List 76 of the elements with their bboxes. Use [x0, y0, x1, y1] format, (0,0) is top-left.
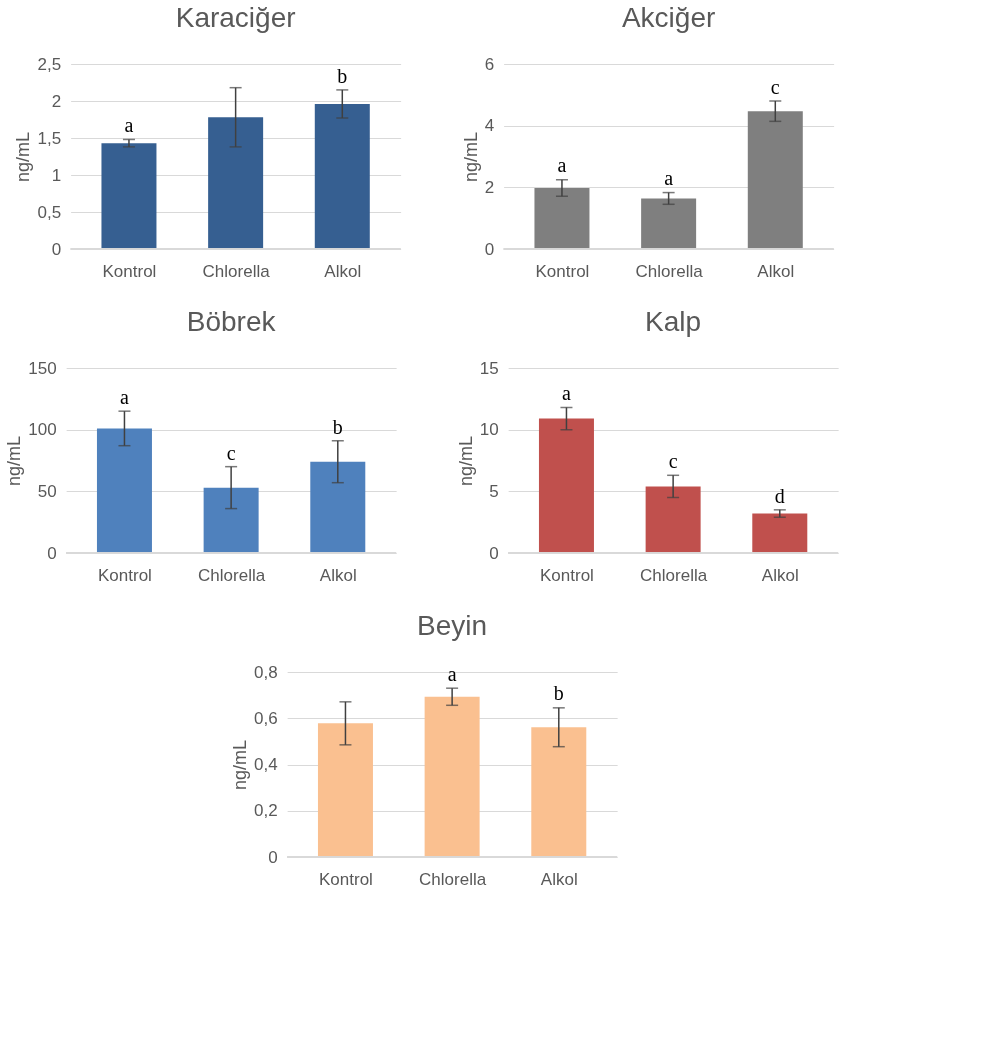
- annotation: c: [226, 441, 236, 464]
- y-tick-label: 100: [28, 420, 57, 440]
- x-tick-label: Alkol: [324, 261, 362, 281]
- y-tick-label: 0: [484, 239, 495, 259]
- chart-title: Kalp: [645, 306, 702, 337]
- x-tick-label: Alkol: [761, 565, 799, 585]
- x-tick-label: Kontrol: [319, 869, 373, 889]
- bar: [203, 487, 259, 553]
- x-tick-label: Chlorella: [635, 261, 704, 281]
- y-tick-label: 0,2: [253, 801, 278, 821]
- bar: [101, 143, 157, 249]
- annotation: a: [562, 382, 572, 405]
- x-tick-label: Alkol: [319, 565, 357, 585]
- x-tick-label: Chlorella: [419, 869, 487, 889]
- annotation: a: [124, 114, 134, 137]
- y-tick-label: 0: [51, 239, 62, 259]
- y-tick-label: 10: [479, 420, 499, 440]
- y-tick-label: 1: [51, 165, 62, 185]
- y-tick-label: 0,4: [253, 755, 278, 774]
- annotation: d: [774, 484, 785, 507]
- bar: [534, 187, 590, 249]
- bar: [645, 486, 701, 553]
- x-tick-label: Alkol: [757, 261, 795, 281]
- y-axis-title: ng/mL: [13, 131, 34, 183]
- annotation: b: [553, 682, 564, 705]
- y-tick-label: 2: [484, 177, 495, 197]
- bar: [641, 198, 697, 249]
- x-tick-label: Chlorella: [198, 565, 266, 585]
- y-tick-label: 2: [51, 91, 62, 111]
- x-tick-label: Kontrol: [540, 565, 594, 585]
- y-axis-title: ng/mL: [4, 435, 25, 487]
- chart-title: Böbrek: [186, 306, 277, 337]
- chart-title: Karaciğer: [175, 2, 296, 33]
- y-tick-label: 4: [484, 116, 495, 136]
- y-tick-label: 6: [484, 54, 495, 74]
- y-tick-label: 2,5: [37, 54, 62, 74]
- bar: [317, 723, 373, 857]
- bar: [538, 418, 594, 553]
- chart-title: Beyin: [417, 610, 488, 641]
- y-tick-label: 0: [489, 543, 499, 563]
- annotation: a: [664, 167, 674, 190]
- x-tick-label: Chlorella: [640, 565, 708, 585]
- y-axis-title: ng/mL: [455, 435, 476, 487]
- x-tick-label: Kontrol: [535, 261, 590, 281]
- bar: [96, 428, 152, 553]
- bar: [424, 696, 480, 857]
- bar: [314, 103, 370, 249]
- y-tick-label: 0,6: [253, 708, 278, 728]
- bar: [310, 461, 366, 553]
- x-tick-label: Alkol: [540, 869, 578, 889]
- bar: [531, 727, 587, 857]
- x-tick-label: Kontrol: [102, 261, 157, 281]
- annotation: c: [668, 450, 678, 473]
- y-tick-label: 150: [28, 358, 57, 378]
- annotation: b: [332, 415, 343, 438]
- annotation: b: [337, 64, 348, 87]
- x-tick-label: Chlorella: [202, 261, 271, 281]
- y-tick-label: 50: [37, 481, 57, 501]
- chart-title: Akciğer: [621, 2, 716, 33]
- y-axis-title: ng/mL: [460, 131, 481, 183]
- bar: [752, 513, 808, 553]
- bar: [747, 111, 803, 249]
- annotation: a: [447, 662, 457, 685]
- y-tick-label: 0: [268, 847, 278, 867]
- y-tick-label: 1,5: [37, 128, 62, 148]
- y-tick-label: 0: [47, 543, 57, 563]
- y-axis-title: ng/mL: [229, 739, 250, 791]
- y-tick-label: 15: [479, 358, 499, 378]
- annotation: a: [120, 386, 130, 409]
- bar: [208, 117, 264, 249]
- y-tick-label: 0,8: [253, 662, 278, 682]
- y-tick-label: 0,5: [37, 202, 62, 222]
- annotation: c: [770, 75, 780, 98]
- annotation: a: [557, 154, 567, 177]
- y-tick-label: 5: [489, 481, 499, 501]
- x-tick-label: Kontrol: [98, 565, 152, 585]
